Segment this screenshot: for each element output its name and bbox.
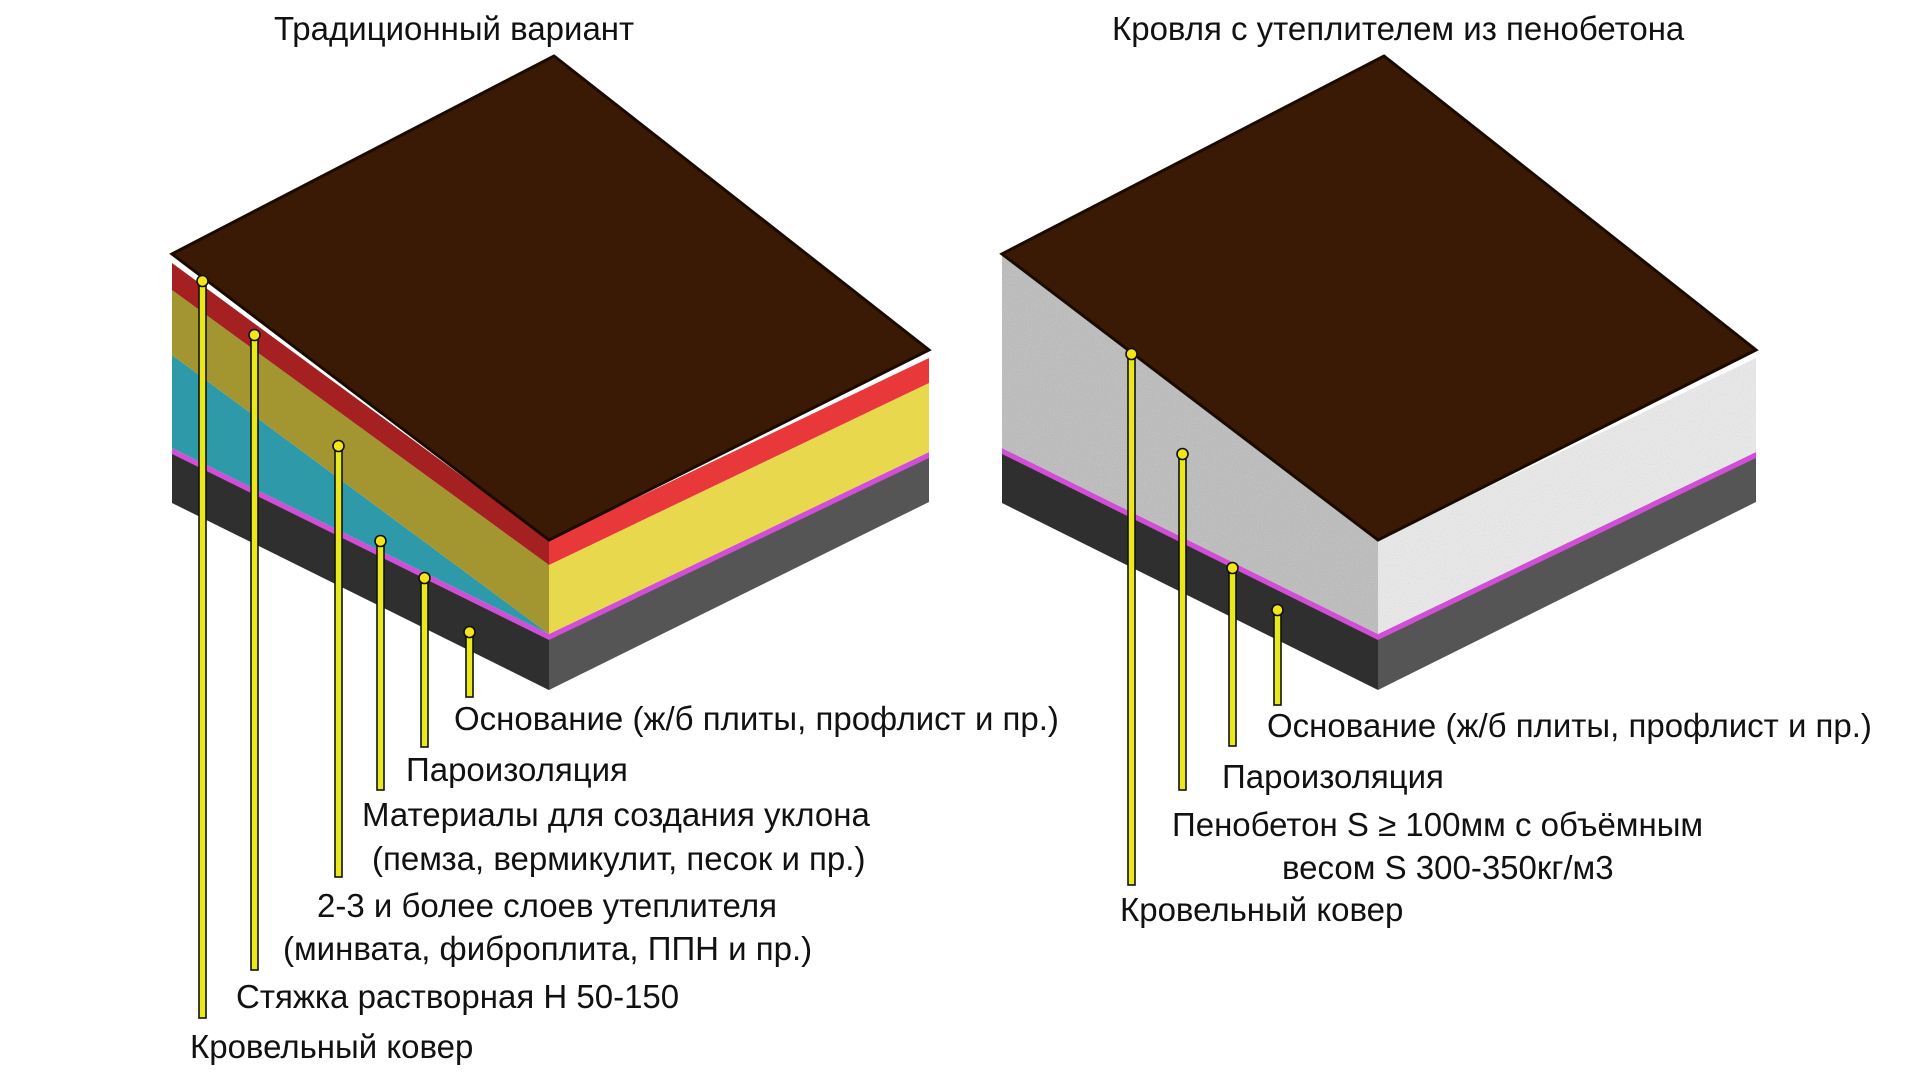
label-roof-membrane: Кровельный ковер (190, 1028, 473, 1065)
foam-label-foam-concrete-detail: весом S 300-350кг/м3 (1282, 849, 1614, 886)
leader-vapor-barrier (418, 571, 431, 748)
right-title: Кровля с утеплителем из пенобетона (1112, 10, 1685, 47)
insulation-right-face (549, 383, 929, 634)
leader-screed (248, 328, 261, 971)
foam-vapor-barrier-right (1378, 452, 1756, 640)
foam-label-roof-membrane: Кровельный ковер (1120, 891, 1403, 928)
traditional-roof-block (169, 54, 932, 690)
foam-leader-foam-concrete (1176, 447, 1189, 791)
leader-base (463, 625, 476, 698)
foam-label-vapor-barrier: Пароизоляция (1222, 758, 1444, 795)
label-screed: Стяжка растворная Н 50-150 (236, 978, 679, 1015)
roof-membrane-top (169, 54, 932, 542)
leader-roof-membrane (196, 274, 209, 1019)
screed-right-face (549, 358, 929, 565)
label-vapor-barrier: Пароизоляция (406, 751, 628, 788)
label-slope-material-detail: (пемза, вермикулит, песок и пр.) (372, 840, 865, 877)
label-insulation-detail: (минвата, фиброплита, ППН и пр.) (283, 930, 812, 967)
foam-label-foam-concrete: Пенобетон S ≥ 100мм с объёмным (1172, 806, 1703, 843)
foam-base-slab-right-face (1378, 457, 1756, 690)
label-slope-material: Материалы для создания уклона (362, 796, 870, 833)
foam-concrete-left-face (1002, 254, 1378, 634)
foam-roof-membrane-top (999, 54, 1759, 542)
foam-base-slab-left-face (1002, 452, 1378, 690)
foam-concrete-roof-block (999, 54, 1759, 690)
foam-leader-vapor-barrier (1226, 561, 1239, 747)
base-slab-right-face (549, 457, 929, 690)
foam-leader-base (1271, 603, 1284, 706)
foam-concrete-right-face (1378, 358, 1756, 634)
left-leader-lines (196, 274, 476, 1019)
foam-vapor-barrier-left (1002, 448, 1378, 640)
base-slab-left-face (172, 452, 549, 690)
left-title: Традиционный вариант (274, 10, 634, 47)
vapor-barrier-left (172, 448, 549, 640)
label-base: Основание (ж/б плиты, профлист и пр.) (454, 700, 1059, 737)
leader-slope-material (374, 534, 387, 791)
label-insulation: 2-3 и более слоев утеплителя (317, 887, 777, 924)
vapor-barrier-right (549, 452, 929, 640)
foam-leader-roof-membrane (1125, 347, 1138, 886)
right-leader-lines (1125, 347, 1284, 886)
insulation-left-face (172, 290, 549, 634)
foam-label-base: Основание (ж/б плиты, профлист и пр.) (1267, 707, 1872, 744)
screed-left-face (172, 263, 549, 565)
leader-insulation (332, 439, 345, 878)
